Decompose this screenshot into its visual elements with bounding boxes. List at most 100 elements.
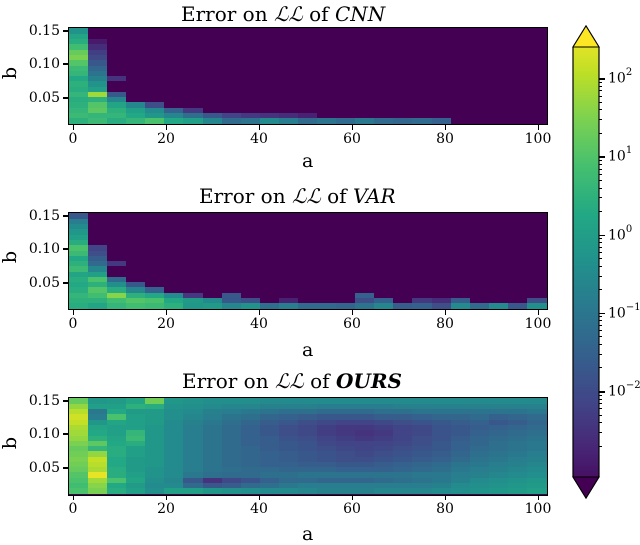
heatmap-cell xyxy=(450,424,471,431)
heatmap-cell xyxy=(317,213,337,219)
heatmap-cell xyxy=(336,297,356,304)
heatmap-cell xyxy=(450,33,471,40)
heatmap-cell xyxy=(240,424,261,431)
heatmap-cell xyxy=(278,255,299,262)
heatmap-cell xyxy=(355,96,375,103)
heatmap-cell xyxy=(317,456,337,462)
heatmap-cell xyxy=(126,461,146,468)
heatmap-cell xyxy=(336,96,356,103)
heatmap-cell xyxy=(526,477,547,484)
heatmap-cell xyxy=(202,112,223,119)
heatmap-cell xyxy=(278,38,299,45)
y-tick-label: 0.10 xyxy=(28,56,60,72)
heatmap-cell xyxy=(355,413,375,420)
heatmap-cell xyxy=(221,445,242,452)
heatmap-cell xyxy=(69,70,89,77)
heatmap-cell xyxy=(240,456,261,462)
colorbar-major-tick xyxy=(599,312,605,315)
heatmap-cell xyxy=(126,456,146,462)
heatmap-cell xyxy=(126,64,146,71)
heatmap-cell xyxy=(297,33,318,40)
heatmap-cell xyxy=(221,101,242,108)
heatmap-cell xyxy=(202,434,223,441)
heatmap-cell xyxy=(431,244,452,251)
heatmap-cell xyxy=(278,434,299,441)
heatmap-cell xyxy=(412,424,433,431)
heatmap-cell xyxy=(107,403,127,410)
heatmap-cell xyxy=(126,302,146,309)
heatmap-cell xyxy=(450,450,471,457)
heatmap-cell xyxy=(259,456,280,462)
heatmap-cell xyxy=(107,466,127,473)
heatmap-cell xyxy=(374,477,394,484)
heatmap-cell xyxy=(259,64,280,71)
heatmap-cell xyxy=(431,43,452,50)
heatmap-cell xyxy=(507,86,528,92)
heatmap-cell xyxy=(488,33,509,40)
heatmap-cell xyxy=(412,286,433,293)
colorbar-minor-tick xyxy=(599,242,602,244)
heatmap-cell xyxy=(450,466,471,473)
heatmap-cell xyxy=(297,86,318,92)
heatmap-cell xyxy=(278,64,299,71)
heatmap-cell xyxy=(107,419,127,425)
heatmap-cell xyxy=(164,70,185,77)
heatmap-cell xyxy=(259,228,280,235)
heatmap-cell xyxy=(183,213,204,219)
heatmap-cell xyxy=(259,482,280,489)
heatmap-cell xyxy=(107,487,127,494)
heatmap-cell xyxy=(297,413,318,420)
heatmap-cell xyxy=(164,43,185,50)
heatmap-cell xyxy=(221,244,242,251)
heatmap-cell xyxy=(336,461,356,468)
heatmap-cell xyxy=(507,64,528,71)
heatmap-cell xyxy=(164,234,185,240)
heatmap-cell xyxy=(469,28,490,34)
heatmap-cell xyxy=(107,271,127,277)
heatmap-cell xyxy=(202,255,223,262)
heatmap-cell xyxy=(145,54,165,61)
heatmap-cell xyxy=(488,54,509,61)
colorbar-minor-tick xyxy=(599,160,602,162)
heatmap-cell xyxy=(126,440,146,447)
x-tick-label: 20 xyxy=(157,131,175,147)
heatmap-cell xyxy=(69,223,89,230)
heatmap-cell xyxy=(355,281,375,288)
heatmap-cell xyxy=(450,271,471,277)
heatmap-cell xyxy=(393,424,414,431)
heatmap-cell xyxy=(336,403,356,410)
heatmap-cell xyxy=(393,292,414,299)
heatmap-cell xyxy=(374,28,394,34)
x-tick-label: 20 xyxy=(157,316,175,332)
heatmap-cell xyxy=(488,49,509,55)
heatmap-cell xyxy=(145,223,165,230)
heatmap-cell xyxy=(240,54,261,61)
heatmap-cell xyxy=(278,302,299,309)
heatmap-cell xyxy=(69,434,89,441)
heatmap-cell xyxy=(450,276,471,283)
heatmap-cell xyxy=(412,471,433,478)
heatmap-cell xyxy=(393,461,414,468)
heatmap-cell xyxy=(507,477,528,484)
colorbar-minor-tick xyxy=(599,90,602,92)
heatmap-cell xyxy=(412,33,433,40)
heatmap-cell xyxy=(355,434,375,441)
heatmap-cell xyxy=(240,255,261,262)
heatmap-cell xyxy=(221,471,242,478)
heatmap-cell xyxy=(278,213,299,219)
heatmap-cell xyxy=(431,419,452,425)
heatmap-cell xyxy=(431,434,452,441)
heatmap-cell xyxy=(240,80,261,87)
heatmap-cell xyxy=(488,239,509,246)
heatmap-cell xyxy=(507,419,528,425)
heatmap-cell xyxy=(202,424,223,431)
heatmap-cell xyxy=(317,281,337,288)
heatmap-cell xyxy=(469,466,490,473)
heatmap-cell xyxy=(450,213,471,219)
heatmap-cell xyxy=(221,107,242,114)
heatmap-cell xyxy=(412,408,433,415)
heatmap-cell xyxy=(107,54,127,61)
heatmap-cell xyxy=(412,101,433,108)
heatmap-cell xyxy=(355,265,375,272)
heatmap-cell xyxy=(202,218,223,225)
